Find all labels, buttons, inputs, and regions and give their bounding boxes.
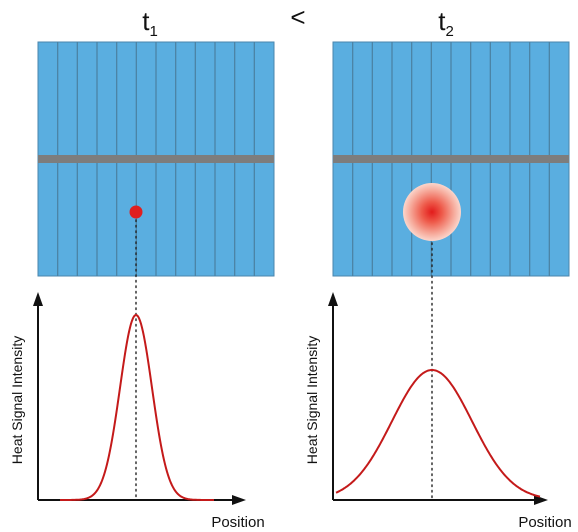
left-y-axis-label: Heat Signal Intensity: [9, 336, 25, 464]
left-narrow-curve: [60, 313, 214, 501]
right-y-axis-label: Heat Signal Intensity: [304, 336, 320, 464]
left-heat-spot: [129, 205, 143, 219]
right-heat-spread: [403, 183, 461, 241]
right-y-axis-arrow: [328, 292, 338, 306]
left-time-label: t1: [142, 6, 158, 40]
right-time-label: t2: [438, 6, 454, 40]
left-x-axis-arrow: [232, 495, 246, 505]
left-tissue-panel: [37, 41, 275, 277]
left-x-axis-label: Position: [211, 514, 264, 531]
left-y-axis-arrow: [33, 292, 43, 306]
right-graph: Heat Signal Intensity Position: [304, 292, 572, 531]
left-horizontal-band: [38, 155, 274, 163]
left-graph: Heat Signal Intensity Position: [9, 292, 265, 531]
right-wide-curve: [335, 369, 541, 498]
right-tissue-panel: [332, 41, 570, 277]
right-x-axis-label: Position: [518, 514, 571, 531]
right-x-axis-arrow: [534, 495, 548, 505]
comparison-symbol: <: [290, 2, 305, 32]
right-horizontal-band: [333, 155, 569, 163]
